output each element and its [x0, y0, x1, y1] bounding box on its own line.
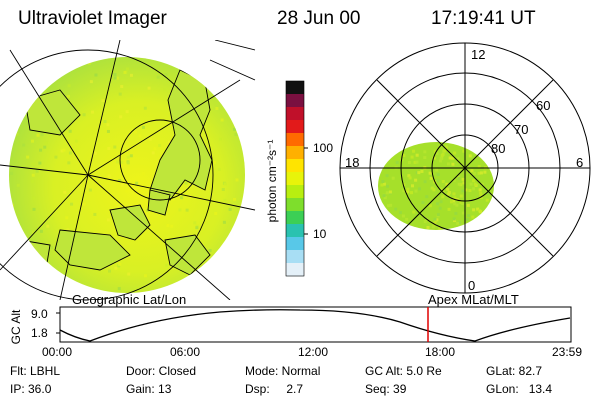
date-label: 28 Jun 00 — [277, 8, 361, 29]
colorbar: photon cm⁻²s⁻¹ — [265, 80, 308, 277]
colorbar-tick-100: 100 — [313, 141, 334, 155]
colorbar-cell — [286, 172, 304, 186]
seq-status: Seq: 39 — [365, 382, 407, 396]
colorbar-cell — [286, 133, 304, 147]
colorbar-cell — [286, 198, 304, 212]
mlat-label-80: 80 — [491, 141, 505, 156]
gain-status: Gain: 13 — [126, 382, 172, 396]
mode-status: Mode: Normal — [245, 364, 321, 378]
colorbar-cell — [286, 81, 304, 95]
colorbar-cell — [286, 185, 304, 199]
mlt-label-18: 18 — [345, 155, 359, 170]
lat-lon-grid — [0, 40, 256, 300]
altitude-axis-label: GC Alt — [9, 309, 23, 344]
time-tick-0000: 00:00 — [42, 345, 73, 359]
altitude-curve — [59, 309, 571, 342]
altitude-timeline: GC Alt — [9, 306, 572, 344]
colorbar-cell — [286, 211, 304, 225]
colorbar-cell — [286, 263, 304, 277]
colorbar-cell — [286, 224, 304, 238]
time-tick-1200: 12:00 — [298, 345, 329, 359]
mlt-label-12: 12 — [471, 47, 485, 62]
apex-label: Apex MLat/MLT — [428, 292, 519, 307]
time-tick-1800: 18:00 — [425, 345, 456, 359]
door-status: Door: Closed — [126, 364, 197, 378]
mlt-label-0: 0 — [468, 278, 475, 293]
altitude-plot-frame — [59, 306, 572, 343]
colorbar-cell — [286, 94, 304, 108]
colorbar-cell — [286, 250, 304, 264]
dsp-status: Dsp: 2.7 — [245, 382, 304, 396]
gc-alt-status: GC Alt: 5.0 Re — [365, 364, 442, 378]
glat-status: GLat: 82.7 — [486, 364, 543, 378]
colorbar-tick-10: 10 — [313, 227, 327, 241]
colorbar-gradient — [286, 81, 304, 277]
colorbar-cell — [286, 120, 304, 134]
coastlines — [19, 69, 213, 281]
polar-grid — [339, 42, 591, 294]
filter-status: Flt: LBHL — [10, 364, 61, 378]
colorbar-cell — [286, 146, 304, 160]
altitude-tick-max: 9.0 — [31, 307, 48, 321]
glon-status: GLon: 13.4 — [486, 382, 553, 396]
mlt-label-6: 6 — [576, 155, 583, 170]
ip-status: IP: 36.0 — [10, 382, 52, 396]
time-tick-2359: 23:59 — [552, 345, 583, 359]
mlat-label-60: 60 — [536, 98, 550, 113]
instrument-title: Ultraviolet Imager — [18, 8, 167, 29]
colorbar-cell — [286, 237, 304, 251]
time-tick-0600: 06:00 — [170, 345, 201, 359]
colorbar-cell — [286, 107, 304, 121]
colorbar-cell — [286, 159, 304, 173]
time-label: 17:19:41 UT — [431, 8, 536, 29]
geographic-label: Geographic Lat/Lon — [72, 292, 187, 307]
mlat-label-70: 70 — [514, 122, 528, 137]
colorbar-unit-label: photon cm⁻²s⁻¹ — [265, 140, 279, 223]
polar-mlat-mlt-plot: 12 18 6 0 60 70 80 — [339, 42, 591, 294]
altitude-tick-min: 1.8 — [31, 326, 48, 340]
geographic-image — [0, 40, 256, 300]
